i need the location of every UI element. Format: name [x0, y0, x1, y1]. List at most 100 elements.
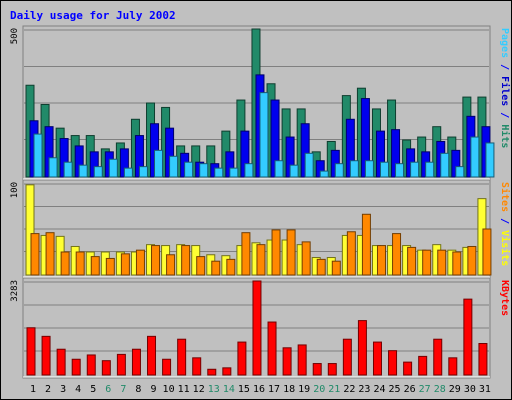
bar-kbytes	[463, 298, 473, 376]
legend-label-part: KBytes	[499, 280, 510, 316]
bar-pages	[229, 167, 239, 178]
bar-sites	[316, 258, 326, 276]
x-tick-label: 10	[163, 384, 175, 395]
bar-pages	[395, 163, 405, 178]
bar-sites	[226, 258, 236, 276]
x-axis-labels: 1 2 3 4 5 6 7 8 9 10 11 12 13 14 15 16 17 18 19 20 21 22 23 24 2…	[30, 384, 491, 395]
x-tick-label: 29	[449, 384, 461, 395]
series-legend-label: KBytes	[499, 280, 510, 316]
bar-pages	[48, 157, 58, 178]
bar-kbytes	[116, 353, 126, 376]
bar-kbytes	[342, 338, 352, 376]
bar-sites	[286, 229, 296, 276]
x-tick-label: 28	[434, 384, 446, 395]
x-tick-label: 30	[464, 384, 476, 395]
bar-kbytes	[222, 367, 232, 376]
bar-sites	[181, 245, 191, 276]
bar-sites	[437, 249, 447, 276]
bar-pages	[410, 161, 420, 178]
bar-pages	[334, 163, 344, 178]
bar-pages	[33, 133, 43, 178]
y-axis-max-label: 3283	[10, 280, 20, 302]
bar-sites	[151, 245, 161, 276]
bar-pages	[289, 164, 299, 178]
bar-kbytes	[177, 338, 187, 376]
bar-pages	[78, 164, 88, 178]
visits-panel: 100 Sites / Visits	[10, 179, 511, 279]
legend-label-part: Sites	[499, 182, 511, 212]
bar-sites	[331, 260, 341, 276]
bar-pages	[169, 155, 179, 178]
bar-kbytes	[327, 363, 337, 376]
bar-sites	[422, 249, 432, 276]
legend-label-part: Hits	[499, 124, 511, 148]
bar-sites	[407, 246, 417, 276]
x-tick-label: 6	[105, 384, 111, 395]
bar-sites	[30, 233, 40, 276]
bar-pages	[244, 163, 254, 178]
bar-sites	[452, 251, 462, 276]
bar-sites	[346, 231, 356, 276]
bar-sites	[256, 244, 266, 276]
x-tick-label: 18	[283, 384, 295, 395]
x-tick-label: 14	[223, 384, 235, 395]
bar-kbytes	[433, 338, 443, 376]
x-tick-label: 19	[298, 384, 310, 395]
bar-kbytes	[237, 341, 247, 376]
x-tick-label: 2	[45, 384, 51, 395]
bar-kbytes	[357, 320, 367, 376]
bar-sites	[482, 228, 492, 276]
bar-kbytes	[147, 335, 157, 376]
bar-kbytes	[312, 363, 322, 376]
bar-kbytes	[252, 280, 262, 376]
bar-kbytes	[71, 358, 81, 376]
legend-label-part: Pages	[499, 28, 510, 58]
x-tick-label: 22	[343, 384, 355, 395]
bar-kbytes	[372, 341, 382, 376]
x-tick-label: 23	[358, 384, 370, 395]
legend-label-part: /	[499, 106, 510, 124]
legend-label-part: Files	[499, 76, 511, 106]
x-tick-label: 25	[389, 384, 401, 395]
bar-sites	[90, 256, 100, 276]
series-pages	[33, 92, 495, 178]
bar-pages	[485, 142, 495, 178]
x-tick-label: 13	[208, 384, 220, 395]
x-tick-label: 26	[404, 384, 416, 395]
x-tick-label: 15	[238, 384, 250, 395]
bar-pages	[470, 136, 480, 178]
series-legend-label: Sites / Visits	[499, 182, 511, 266]
bar-pages	[138, 166, 148, 178]
bar-kbytes	[403, 361, 413, 376]
legend-label-part: Visits	[499, 230, 511, 266]
bar-sites	[376, 245, 386, 276]
bar-pages	[379, 161, 389, 178]
x-tick-label: 1	[30, 384, 36, 395]
bar-visits	[25, 184, 35, 276]
chart-title: Daily usage for July 2002	[10, 9, 176, 22]
x-tick-label: 4	[75, 384, 81, 395]
bar-sites	[196, 256, 206, 276]
bar-pages	[364, 160, 374, 178]
bar-pages	[455, 166, 465, 178]
bar-sites	[211, 260, 221, 276]
x-tick-label: 11	[178, 384, 190, 395]
bar-sites	[75, 251, 85, 276]
bar-kbytes	[267, 321, 277, 376]
bar-kbytes	[448, 357, 458, 376]
legend-label-part: /	[499, 212, 510, 230]
bar-pages	[63, 161, 73, 178]
x-tick-label: 31	[479, 384, 491, 395]
x-tick-label: 9	[151, 384, 157, 395]
bar-pages	[93, 166, 103, 178]
bar-sites	[60, 251, 70, 276]
bar-kbytes	[192, 357, 202, 376]
bar-sites	[105, 257, 115, 276]
bar-sites	[392, 233, 402, 276]
hits-panel: 500 Pages / Files / Hits	[10, 25, 511, 181]
bar-kbytes	[478, 343, 488, 376]
bar-pages	[123, 167, 133, 178]
bar-pages	[349, 160, 359, 178]
x-tick-label: 20	[313, 384, 325, 395]
series-sites	[30, 213, 492, 276]
